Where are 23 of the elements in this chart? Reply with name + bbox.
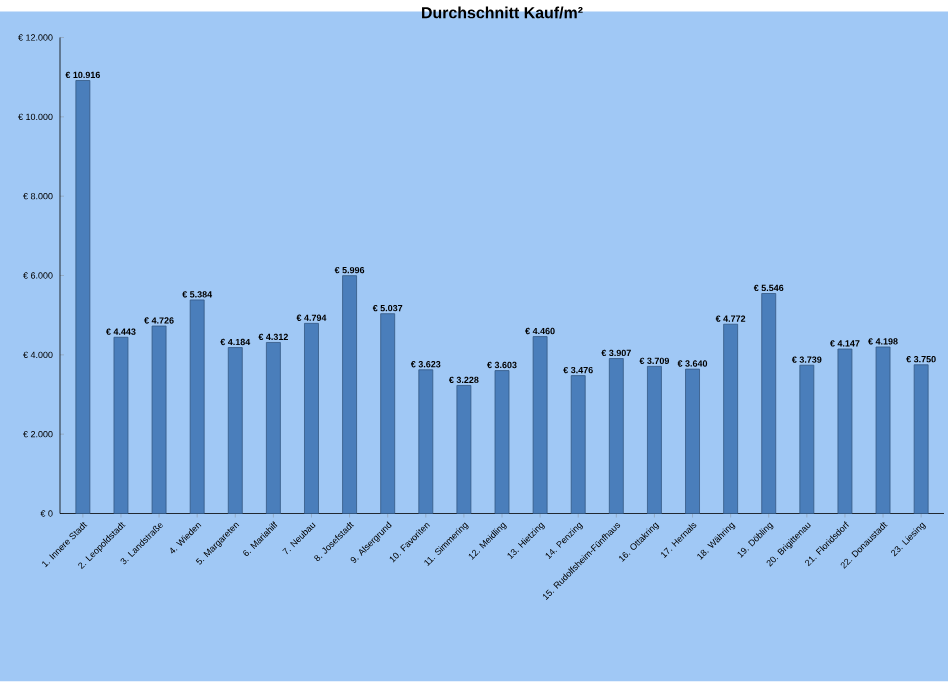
bar xyxy=(913,364,929,515)
bar xyxy=(304,323,319,515)
bar xyxy=(570,375,586,515)
bar xyxy=(608,358,624,515)
bar xyxy=(380,313,396,515)
bar xyxy=(265,342,281,515)
bar xyxy=(418,369,434,515)
bar xyxy=(685,368,700,515)
bar xyxy=(151,325,167,515)
bar xyxy=(494,370,510,515)
bar xyxy=(723,324,739,515)
bar xyxy=(875,346,891,515)
bar xyxy=(532,336,548,515)
bar xyxy=(837,348,853,515)
bar xyxy=(799,365,815,515)
bar xyxy=(227,347,243,515)
bar xyxy=(113,337,129,515)
bar xyxy=(189,299,205,515)
bar xyxy=(342,275,357,515)
bar xyxy=(75,80,91,515)
bar xyxy=(647,366,662,515)
bar xyxy=(456,385,472,515)
bar xyxy=(761,293,777,515)
